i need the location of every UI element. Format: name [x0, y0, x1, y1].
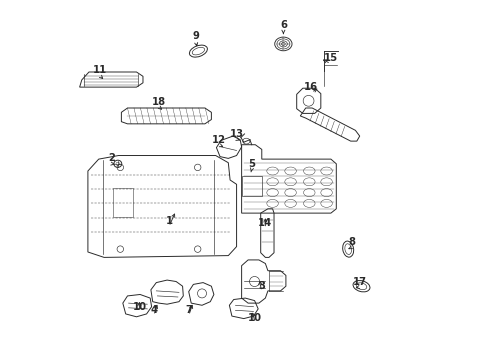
Text: 14: 14 [258, 218, 272, 228]
Text: 6: 6 [279, 20, 286, 30]
Text: 15: 15 [323, 53, 337, 63]
Text: 2: 2 [108, 153, 115, 163]
Text: 3: 3 [258, 281, 264, 291]
Text: 11: 11 [92, 65, 107, 75]
Text: 4: 4 [150, 305, 157, 315]
Text: 10: 10 [132, 302, 146, 312]
Text: 18: 18 [151, 96, 165, 107]
Text: 17: 17 [352, 276, 366, 287]
Text: 1: 1 [165, 216, 172, 226]
Text: 13: 13 [230, 129, 244, 139]
Text: 12: 12 [212, 135, 226, 145]
Text: 7: 7 [185, 305, 192, 315]
Text: 10: 10 [248, 312, 262, 323]
Text: 16: 16 [304, 82, 318, 92]
Text: 8: 8 [347, 237, 355, 247]
Text: 5: 5 [248, 159, 255, 169]
Text: 9: 9 [192, 31, 199, 41]
